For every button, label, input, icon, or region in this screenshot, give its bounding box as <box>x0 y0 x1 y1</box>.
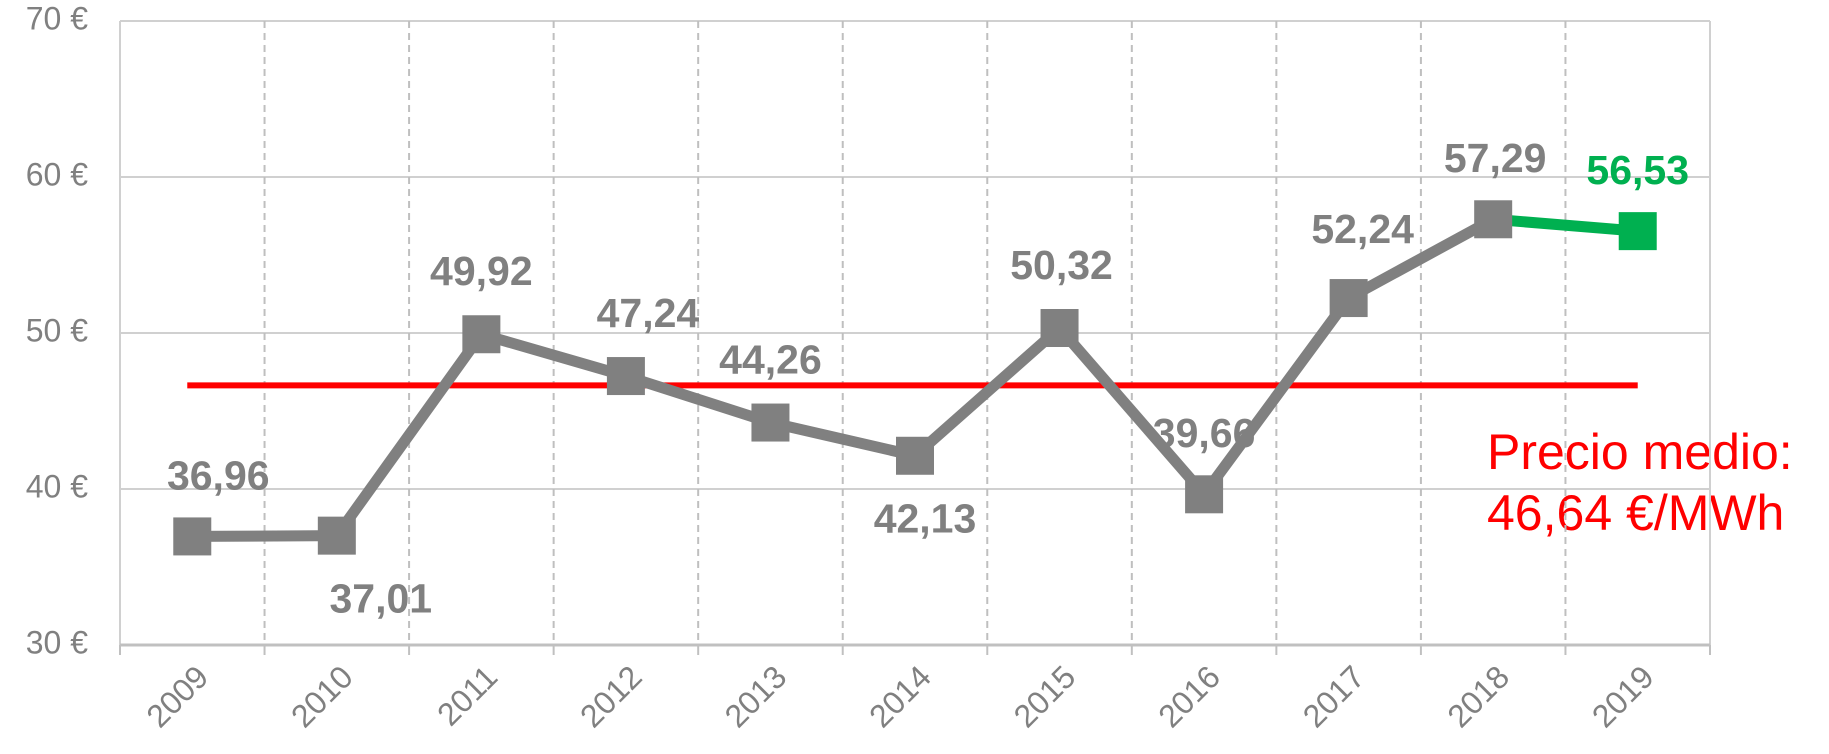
x-tick-label: 2016 <box>1151 658 1227 734</box>
x-tick-label: 2011 <box>430 658 504 732</box>
y-tick-label: 50 € <box>26 312 88 348</box>
x-tick-label: 2019 <box>1585 658 1661 734</box>
series-line <box>192 214 1496 542</box>
data-label: 50,32 <box>1010 242 1113 288</box>
x-tick-label: 2015 <box>1007 658 1083 734</box>
y-tick-label: 40 € <box>26 468 88 504</box>
x-tick-label: 2018 <box>1440 658 1516 734</box>
data-label: 39,66 <box>1153 410 1256 456</box>
marker <box>1618 212 1657 251</box>
data-label: 56,53 <box>1586 147 1689 193</box>
average-value-annotation: 46,64 €/MWh <box>1487 485 1784 541</box>
x-tick-label: 2017 <box>1296 658 1372 734</box>
data-label: 57,29 <box>1444 135 1547 181</box>
x-tick-label: 2014 <box>862 658 938 734</box>
series-line <box>1492 213 1639 237</box>
data-label: 49,92 <box>430 248 533 294</box>
data-label: 52,24 <box>1311 206 1414 252</box>
data-label: 47,24 <box>597 290 700 336</box>
data-label: 36,96 <box>167 452 270 498</box>
marker <box>1185 475 1224 514</box>
marker <box>1329 279 1368 318</box>
data-label: 44,26 <box>719 336 822 382</box>
average-annotation: Precio medio: <box>1487 424 1793 480</box>
marker <box>173 517 212 556</box>
marker <box>462 315 501 354</box>
x-tick-label: 2012 <box>573 658 649 734</box>
y-tick-label: 30 € <box>26 624 88 660</box>
y-tick-label: 70 € <box>26 0 88 36</box>
x-tick-label: 2013 <box>718 658 794 734</box>
x-tick-label: 2010 <box>284 658 360 734</box>
data-label: 42,13 <box>874 496 977 542</box>
marker <box>317 516 356 555</box>
x-tick-label: 2009 <box>139 658 215 734</box>
marker <box>1474 200 1513 239</box>
marker <box>606 357 645 396</box>
data-label: 37,01 <box>330 575 433 621</box>
marker <box>896 436 934 475</box>
y-tick-label: 60 € <box>26 156 88 192</box>
marker <box>751 403 790 442</box>
marker <box>1040 309 1079 348</box>
